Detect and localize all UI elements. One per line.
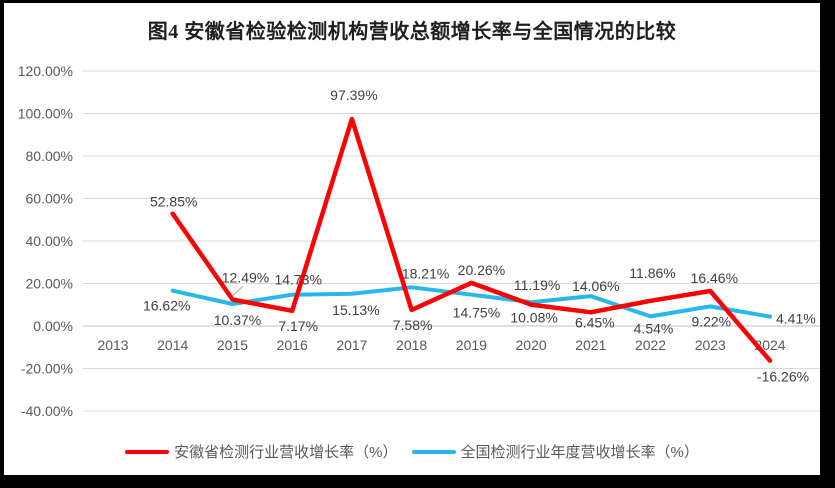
data-label: 4.54% bbox=[634, 320, 674, 336]
data-label: 18.21% bbox=[402, 265, 449, 281]
x-axis-tick-label: 2022 bbox=[635, 337, 666, 353]
legend-line-swatch bbox=[411, 449, 456, 454]
data-label: 10.37% bbox=[214, 312, 261, 328]
x-axis-tick-label: 2015 bbox=[217, 337, 248, 353]
data-label: 9.22% bbox=[691, 313, 731, 329]
data-label: 11.86% bbox=[629, 265, 675, 281]
x-axis-tick-label: 2013 bbox=[97, 337, 128, 353]
national-series-line bbox=[170, 285, 772, 319]
chart-page: 图4 安徽省检验检测机构营收总额增长率与全国情况的比较 120.00% 100.0… bbox=[4, 3, 820, 475]
y-axis-tick-label: 40.00% bbox=[26, 233, 73, 249]
y-axis-tick-label: 60.00% bbox=[26, 191, 73, 207]
data-label: 97.39% bbox=[330, 87, 377, 103]
x-axis-tick-label: 2020 bbox=[516, 337, 547, 353]
y-axis-tick-label: 120.00% bbox=[18, 63, 73, 79]
data-label: 16.62% bbox=[143, 298, 190, 314]
data-label: 15.13% bbox=[332, 302, 379, 318]
data-label: 6.45% bbox=[575, 314, 615, 330]
legend-item-national: 全国检测行业年度营收增长率（%） bbox=[411, 441, 699, 462]
x-axis-tick-label: 2014 bbox=[157, 337, 188, 353]
legend-item-anhui: 安徽省检测行业营收增长率（%） bbox=[125, 441, 398, 462]
x-axis-tick-label: 2023 bbox=[695, 337, 726, 353]
y-axis-tick-label: -20.00% bbox=[21, 361, 73, 377]
data-label: 7.58% bbox=[393, 317, 433, 333]
y-axis-tick-label: 0.00% bbox=[33, 318, 73, 334]
y-axis-tick-label: 100.00% bbox=[18, 106, 73, 122]
y-axis-tick-label: -40.00% bbox=[21, 403, 73, 419]
y-axis-tick-label: 80.00% bbox=[26, 148, 73, 164]
x-axis-tick-label: 2016 bbox=[277, 337, 308, 353]
data-label: 20.26% bbox=[458, 262, 505, 278]
line-chart-canvas: 120.00% 100.00% 80.00% 60.00% 40.00% 20.00% 0.… bbox=[18, 63, 820, 419]
data-label: 14.06% bbox=[572, 278, 619, 294]
data-label: 14.73% bbox=[274, 272, 321, 288]
data-label: -16.26% bbox=[757, 369, 809, 385]
x-axis-tick-label: 2019 bbox=[456, 337, 487, 353]
data-label: 4.41% bbox=[776, 311, 816, 327]
x-axis-tick-label: 2021 bbox=[575, 337, 606, 353]
data-label: 14.75% bbox=[453, 305, 500, 321]
label-leader-line bbox=[232, 285, 244, 297]
chart-legend: 安徽省检测行业营收增长率（%） 全国检测行业年度营收增长率（%） bbox=[4, 441, 820, 462]
legend-label: 安徽省检测行业营收增长率（%） bbox=[174, 444, 398, 461]
y-axis-tick-label: 20.00% bbox=[26, 276, 73, 292]
chart-title: 图4 安徽省检验检测机构营收总额增长率与全国情况的比较 bbox=[147, 21, 677, 43]
data-label: 12.49% bbox=[222, 270, 269, 286]
data-label: 16.46% bbox=[691, 270, 738, 286]
anhui-series-line bbox=[170, 116, 773, 363]
data-label: 7.17% bbox=[278, 318, 318, 334]
data-label: 11.19% bbox=[514, 277, 560, 293]
data-label: 10.08% bbox=[510, 310, 557, 326]
x-axis-tick-label: 2017 bbox=[336, 337, 367, 353]
legend-line-swatch bbox=[125, 449, 170, 454]
x-axis-tick-label: 2018 bbox=[396, 337, 427, 353]
data-label: 52.85% bbox=[150, 194, 197, 210]
legend-label: 全国检测行业年度营收增长率（%） bbox=[460, 444, 699, 461]
